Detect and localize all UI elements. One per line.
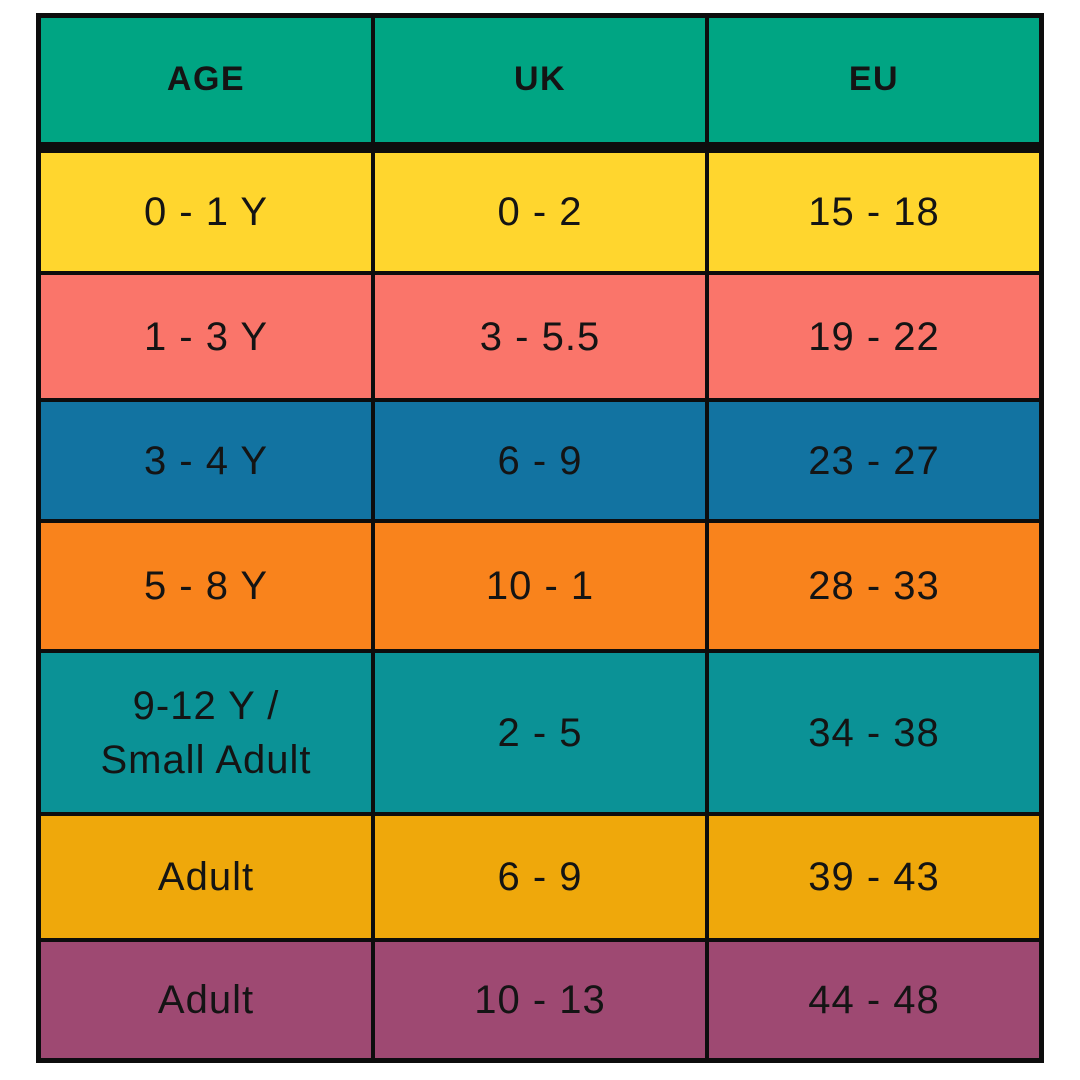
- table-cell-uk: 10 - 13: [375, 942, 705, 1058]
- table-cell-uk: 6 - 9: [375, 816, 705, 938]
- header-cell-eu: EU: [709, 18, 1039, 142]
- table-cell-age: 0 - 1 Y: [41, 153, 371, 271]
- table-cell-age: 5 - 8 Y: [41, 523, 371, 649]
- table-cell-eu: 39 - 43: [709, 816, 1039, 938]
- table-cell-age: 9-12 Y / Small Adult: [41, 653, 371, 812]
- table-cell-age: 3 - 4 Y: [41, 402, 371, 519]
- table-cell-uk: 0 - 2: [375, 153, 705, 271]
- table-cell-eu: 15 - 18: [709, 153, 1039, 271]
- table-cell-eu: 44 - 48: [709, 942, 1039, 1058]
- table-cell-uk: 10 - 1: [375, 523, 705, 649]
- table-cell-eu: 34 - 38: [709, 653, 1039, 812]
- table-cell-uk: 3 - 5.5: [375, 275, 705, 398]
- table-cell-eu: 19 - 22: [709, 275, 1039, 398]
- table-cell-age: Adult: [41, 942, 371, 1058]
- size-conversion-table: AGE UK EU 0 - 1 Y 0 - 2 15 - 18 1 - 3 Y …: [36, 13, 1044, 1063]
- table-cell-age: 1 - 3 Y: [41, 275, 371, 398]
- table-cell-uk: 2 - 5: [375, 653, 705, 812]
- header-cell-age: AGE: [41, 18, 371, 142]
- table-cell-eu: 28 - 33: [709, 523, 1039, 649]
- table-cell-eu: 23 - 27: [709, 402, 1039, 519]
- table-cell-age: Adult: [41, 816, 371, 938]
- table-cell-uk: 6 - 9: [375, 402, 705, 519]
- header-divider: [41, 146, 1039, 149]
- header-cell-uk: UK: [375, 18, 705, 142]
